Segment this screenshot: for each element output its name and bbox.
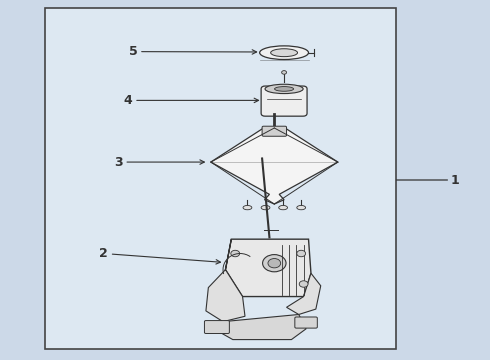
FancyBboxPatch shape (295, 317, 318, 328)
FancyBboxPatch shape (262, 126, 287, 136)
Text: 5: 5 (129, 45, 257, 58)
Ellipse shape (270, 49, 297, 57)
Polygon shape (216, 315, 306, 339)
Ellipse shape (260, 46, 309, 59)
FancyBboxPatch shape (204, 320, 229, 333)
Ellipse shape (297, 206, 306, 210)
Text: 1: 1 (396, 174, 459, 186)
Ellipse shape (243, 206, 252, 210)
Ellipse shape (297, 250, 306, 257)
FancyBboxPatch shape (45, 8, 396, 348)
FancyBboxPatch shape (261, 86, 307, 116)
Ellipse shape (279, 206, 288, 210)
Polygon shape (206, 239, 245, 321)
Ellipse shape (282, 71, 287, 74)
Text: 3: 3 (114, 156, 204, 168)
Polygon shape (287, 273, 321, 315)
Text: 2: 2 (99, 247, 220, 264)
Ellipse shape (261, 206, 270, 210)
Ellipse shape (263, 255, 286, 272)
Ellipse shape (265, 84, 303, 94)
Ellipse shape (231, 250, 240, 257)
Ellipse shape (299, 281, 308, 287)
Text: 4: 4 (124, 94, 259, 107)
Polygon shape (211, 128, 338, 204)
Ellipse shape (274, 87, 294, 91)
Polygon shape (225, 239, 311, 297)
Ellipse shape (268, 258, 281, 268)
